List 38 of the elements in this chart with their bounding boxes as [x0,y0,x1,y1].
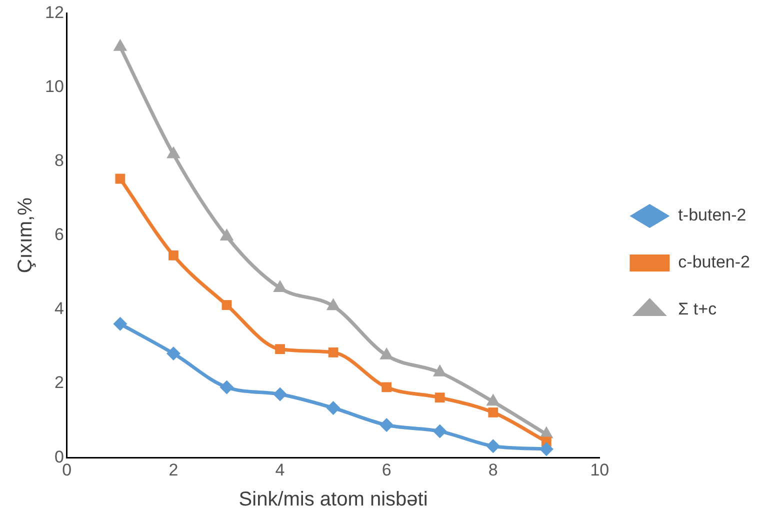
point [434,392,445,403]
y-tick-label: 4 [54,299,64,318]
point [488,407,498,418]
x-tick-label: 8 [488,460,498,480]
point [326,298,340,310]
y-tick-label: 2 [54,373,64,392]
x-tick-label: 2 [168,460,178,480]
point [113,316,128,331]
point [113,38,128,51]
x-axis-title: Sink/mis atom nisbəti [238,488,428,511]
point [220,228,234,241]
point [166,346,180,361]
x-tick-label: 6 [382,460,392,480]
point [275,344,285,354]
point [115,174,126,184]
y-tick-label: 0 [54,447,64,466]
point [382,382,392,392]
legend-label: t-buten-2 [678,206,746,225]
point [432,424,447,438]
y-tick-label: 8 [54,151,64,170]
point [326,400,340,415]
y-tick-label: 6 [54,225,64,244]
point [539,442,554,456]
y-tick-label: 12 [44,2,64,22]
x-tick-label: 4 [275,460,285,480]
x-tick-label: 10 [590,460,610,480]
legend-label: c-buten-2 [678,252,750,272]
point [273,387,288,402]
point [168,250,178,260]
y-tick-label: 10 [44,76,64,96]
legend-label: Σ t+c [678,300,718,319]
point [380,418,394,432]
y-axis-title: Çıxım,% [14,197,37,274]
point [166,146,180,158]
point [222,300,232,310]
point [328,347,338,358]
point [220,380,234,394]
point [486,439,500,454]
